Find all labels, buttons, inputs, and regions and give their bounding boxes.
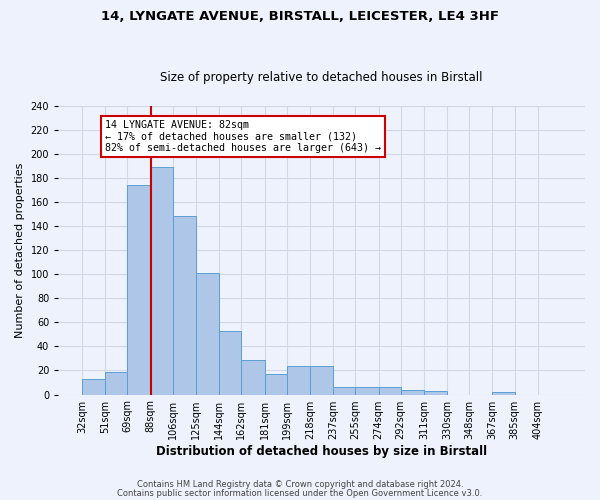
Text: 14, LYNGATE AVENUE, BIRSTALL, LEICESTER, LE4 3HF: 14, LYNGATE AVENUE, BIRSTALL, LEICESTER,… — [101, 10, 499, 23]
Bar — [287, 366, 310, 394]
Bar — [173, 216, 196, 394]
Title: Size of property relative to detached houses in Birstall: Size of property relative to detached ho… — [160, 70, 483, 84]
Bar — [333, 388, 355, 394]
Bar — [151, 167, 173, 394]
Text: Contains public sector information licensed under the Open Government Licence v3: Contains public sector information licen… — [118, 490, 482, 498]
Bar — [241, 360, 265, 394]
Bar — [127, 185, 151, 394]
Y-axis label: Number of detached properties: Number of detached properties — [15, 162, 25, 338]
Bar — [265, 374, 287, 394]
Text: 14 LYNGATE AVENUE: 82sqm
← 17% of detached houses are smaller (132)
82% of semi-: 14 LYNGATE AVENUE: 82sqm ← 17% of detach… — [106, 120, 382, 153]
Bar — [401, 390, 424, 394]
Bar — [82, 379, 106, 394]
Bar — [493, 392, 515, 394]
Bar — [106, 372, 127, 394]
X-axis label: Distribution of detached houses by size in Birstall: Distribution of detached houses by size … — [156, 444, 487, 458]
Bar — [220, 330, 241, 394]
Bar — [424, 391, 447, 394]
Text: Contains HM Land Registry data © Crown copyright and database right 2024.: Contains HM Land Registry data © Crown c… — [137, 480, 463, 489]
Bar — [196, 273, 220, 394]
Bar — [310, 366, 333, 394]
Bar — [379, 388, 401, 394]
Bar — [355, 388, 379, 394]
